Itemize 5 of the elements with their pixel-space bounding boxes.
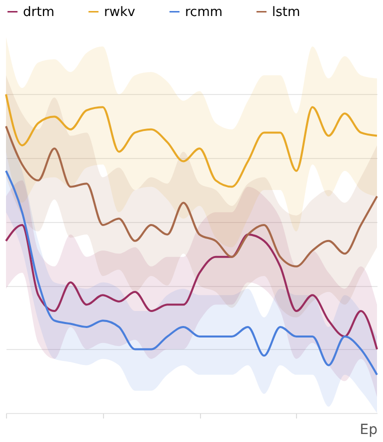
legend-label: drtm <box>23 4 54 20</box>
legend-label: lstm <box>272 4 300 20</box>
legend-label: rcmm <box>185 4 223 20</box>
x-axis-title: Ep <box>360 422 378 438</box>
legend-label: rwkv <box>104 4 136 20</box>
